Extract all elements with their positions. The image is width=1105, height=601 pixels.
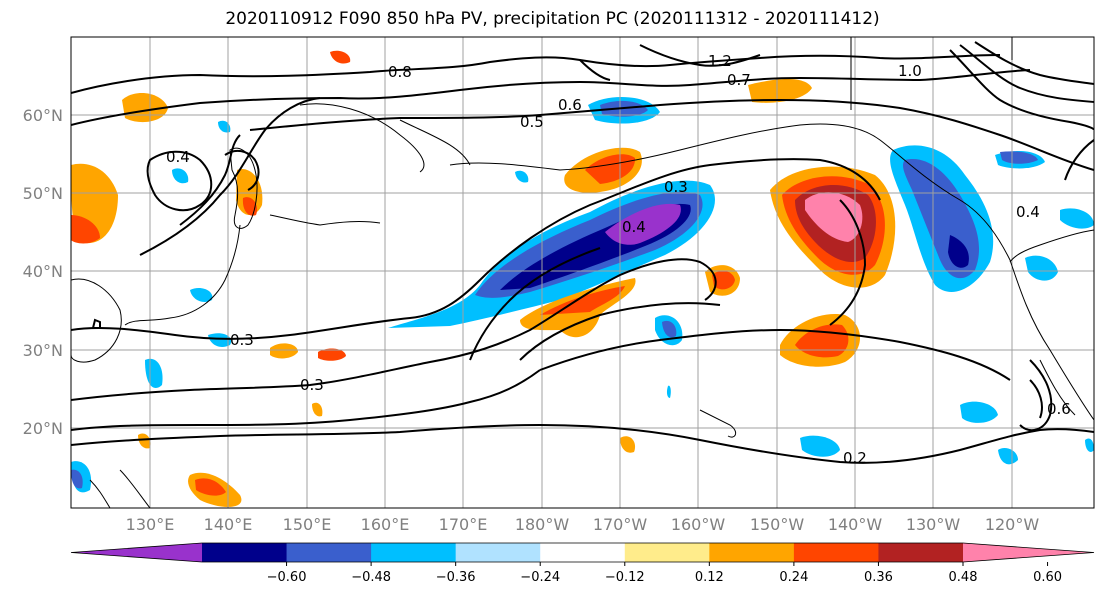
colorbar-segment bbox=[286, 543, 372, 562]
lat-labels: 60°N 50°N 40°N 30°N 20°N bbox=[23, 106, 63, 438]
lon-label: 140°E bbox=[204, 515, 253, 534]
lat-label: 60°N bbox=[23, 106, 63, 125]
lon-label: 170°E bbox=[439, 515, 488, 534]
colorbar-segment bbox=[540, 543, 626, 562]
lon-label: 150°W bbox=[750, 515, 805, 534]
lat-label: 40°N bbox=[23, 262, 63, 281]
colorbar-tick-label: −0.60 bbox=[267, 570, 307, 585]
contour-label: 0.3 bbox=[230, 331, 254, 349]
colorbar-segment bbox=[371, 543, 457, 562]
colorbar-segment bbox=[202, 543, 288, 562]
lon-label: 160°W bbox=[671, 515, 726, 534]
lat-label: 50°N bbox=[23, 184, 63, 203]
lon-label: 170°W bbox=[593, 515, 648, 534]
colorbar-tick-label: 0.48 bbox=[949, 570, 978, 585]
contour-label: 0.7 bbox=[727, 71, 751, 89]
map-title: 2020110912 F090 850 hPa PV, precipitatio… bbox=[225, 9, 880, 29]
contour-label: 0.6 bbox=[1047, 400, 1071, 418]
lon-label: 130°E bbox=[126, 515, 175, 534]
lat-label: 30°N bbox=[23, 341, 63, 360]
contour-label: 1.2 bbox=[708, 52, 732, 70]
lat-label: 20°N bbox=[23, 419, 63, 438]
contour-label: 0.2 bbox=[843, 449, 867, 467]
colorbar-segment bbox=[878, 543, 964, 562]
colorbar-segment bbox=[455, 543, 541, 562]
lon-label: 130°W bbox=[906, 515, 961, 534]
contour-label: 0.3 bbox=[300, 376, 324, 394]
colorbar-tick-label: −0.36 bbox=[436, 570, 476, 585]
map-frame bbox=[70, 36, 1095, 509]
colorbar-tick-label: 0.24 bbox=[779, 570, 808, 585]
contour-label: 1.0 bbox=[898, 62, 922, 80]
colorbar-tick-label: −0.12 bbox=[605, 570, 645, 585]
contour-label: 0.4 bbox=[166, 148, 190, 166]
gridlines bbox=[71, 37, 1094, 508]
colorbar-tick-label: 0.60 bbox=[1033, 570, 1062, 585]
precip-shading bbox=[71, 50, 1094, 507]
lon-label: 180°W bbox=[515, 515, 570, 534]
contour-label: 0.4 bbox=[622, 218, 646, 236]
colorbar-tick-label: 0.36 bbox=[864, 570, 893, 585]
contour-labels: 0.8 1.2 0.7 1.0 0.6 0.5 0.4 0.3 0.4 0.3 … bbox=[166, 52, 1071, 467]
colorbar-extend-low bbox=[71, 543, 202, 562]
lon-label: 150°E bbox=[283, 515, 332, 534]
colorbar-segment bbox=[624, 543, 710, 562]
colorbar-extend-high bbox=[963, 543, 1094, 562]
contour-label: 0.4 bbox=[1016, 203, 1040, 221]
colorbar-tick-label: −0.48 bbox=[351, 570, 391, 585]
coastlines bbox=[71, 37, 1094, 508]
lon-label: 140°W bbox=[828, 515, 883, 534]
contour-label: 0.6 bbox=[558, 96, 582, 114]
lon-label: 160°E bbox=[361, 515, 410, 534]
pv-contours bbox=[71, 41, 1094, 464]
colorbar-outline bbox=[70, 542, 1095, 563]
contour-label: 0.8 bbox=[388, 63, 412, 81]
colorbar-segment bbox=[793, 543, 879, 562]
contour-label: 0.5 bbox=[520, 113, 544, 131]
lon-label: 120°W bbox=[985, 515, 1040, 534]
colorbar: −0.60 −0.48 −0.36 −0.24 −0.12 0.12 0.24 0.36 0.4… bbox=[70, 542, 1095, 585]
colorbar-segment bbox=[709, 543, 795, 562]
colorbar-tick-label: −0.24 bbox=[520, 570, 560, 585]
contour-label: 0.3 bbox=[664, 178, 688, 196]
lon-labels: 130°E 140°E 150°E 160°E 170°E 180°W 170°… bbox=[126, 515, 1040, 534]
colorbar-tick-label: 0.12 bbox=[695, 570, 724, 585]
